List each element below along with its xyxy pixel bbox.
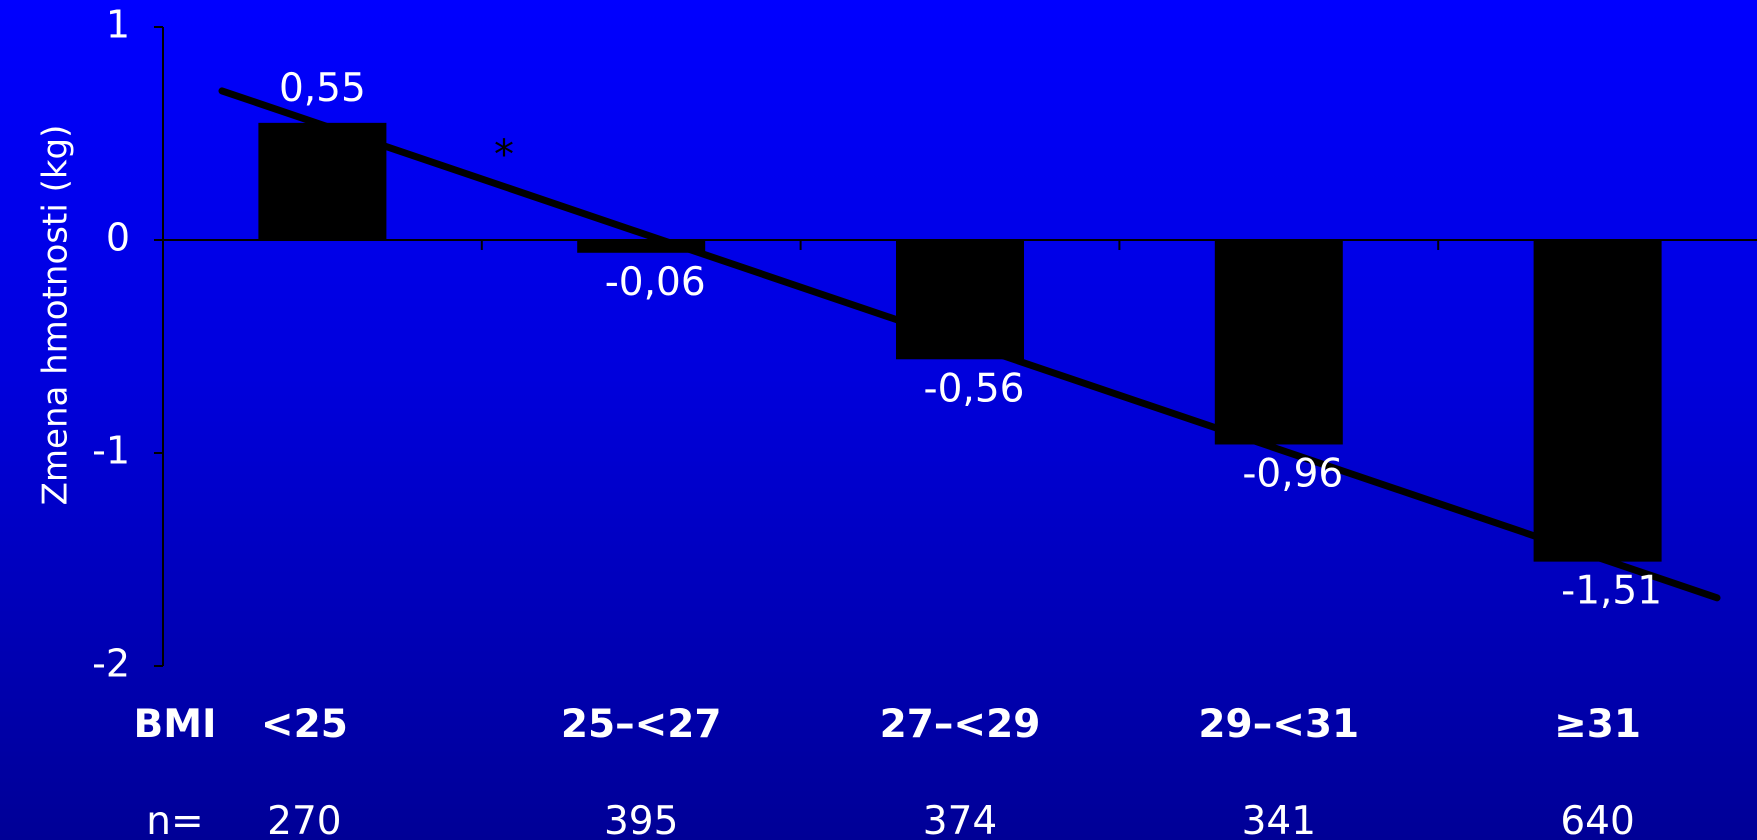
- n-value-label: 640: [1560, 799, 1634, 840]
- y-tick-label: -1: [92, 429, 130, 473]
- n-prefix: n=: [146, 799, 203, 840]
- trendline: [218, 87, 1721, 602]
- bars: [258, 122, 1662, 562]
- category-label: 29–<31: [1198, 702, 1359, 747]
- category-label: <25: [261, 702, 348, 747]
- y-axis-label: Zmena hmotnosti (kg): [36, 125, 76, 506]
- data-label: -0,96: [1242, 451, 1343, 496]
- data-label: -0,06: [605, 260, 706, 305]
- trendline-group: [218, 87, 1721, 602]
- n-value-label: 270: [267, 799, 341, 840]
- y-tick-label: -2: [92, 642, 130, 686]
- n-value-label: 395: [604, 799, 678, 840]
- category-label: 27–<29: [880, 702, 1041, 747]
- labels: 0,55 -0,06 -0,56 -0,96 -1,51 <25 25–<27 27–<29 2…: [261, 66, 1662, 840]
- bar: [1214, 240, 1343, 445]
- n-value-label: 374: [923, 799, 997, 840]
- category-prefix: BMI: [133, 702, 216, 747]
- significance-asterisk: *: [494, 132, 514, 178]
- data-label: -1,51: [1561, 569, 1662, 614]
- category-label: 25–<27: [561, 702, 722, 747]
- axes: 1 0 -1 -2: [92, 3, 1757, 686]
- y-tick-label: 0: [106, 216, 130, 260]
- data-label: -0,56: [924, 366, 1025, 411]
- n-value-label: 341: [1242, 799, 1316, 840]
- data-label: 0,55: [279, 66, 366, 111]
- bar: [1533, 240, 1662, 562]
- y-tick-label: 1: [106, 3, 130, 47]
- category-label: ≥31: [1554, 702, 1641, 747]
